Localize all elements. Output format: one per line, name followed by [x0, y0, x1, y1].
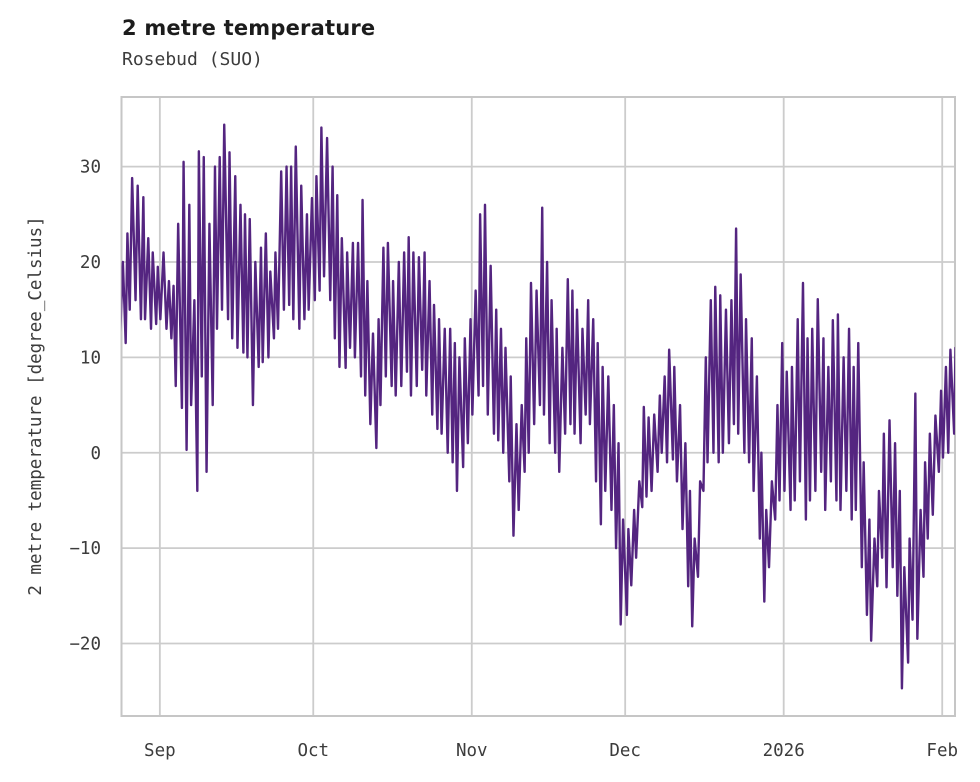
x-tick-label: Oct — [297, 741, 329, 761]
x-tick-label: Nov — [456, 741, 488, 761]
temperature-line — [121, 123, 955, 690]
y-tick-label: 0 — [90, 444, 101, 464]
x-tick-label: Sep — [144, 741, 176, 761]
y-tick-label: −20 — [69, 635, 101, 655]
page-title: 2 metre temperature — [122, 16, 376, 40]
x-tick-label: 2026 — [763, 741, 805, 761]
x-tick-label: Feb — [926, 741, 958, 761]
y-tick-label: −10 — [69, 539, 101, 559]
y-tick-label: 30 — [80, 158, 101, 178]
y-tick-label: 10 — [80, 348, 101, 368]
chart-subtitle-station: Rosebud (SUO) — [122, 49, 263, 70]
x-tick-label: Dec — [609, 741, 641, 761]
y-tick-label: 20 — [80, 253, 101, 273]
